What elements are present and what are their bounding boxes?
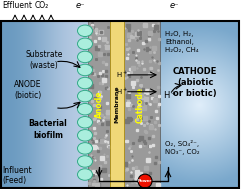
Text: Anode: Anode [94, 91, 103, 118]
Circle shape [138, 174, 152, 188]
Ellipse shape [78, 90, 93, 102]
FancyBboxPatch shape [88, 21, 110, 188]
Text: Cathode: Cathode [135, 87, 145, 123]
Ellipse shape [78, 64, 93, 76]
Text: e⁻: e⁻ [75, 1, 85, 10]
Ellipse shape [78, 38, 93, 50]
Ellipse shape [78, 130, 93, 141]
Text: CATHODE
(abiotic
or biotic): CATHODE (abiotic or biotic) [173, 67, 217, 98]
Text: Effluent: Effluent [2, 1, 32, 10]
FancyBboxPatch shape [110, 21, 124, 188]
Ellipse shape [78, 103, 93, 115]
Text: Membrane: Membrane [114, 86, 120, 123]
Text: Substrate
(waste): Substrate (waste) [25, 50, 63, 70]
Text: e⁻: e⁻ [169, 1, 179, 10]
Text: ANODE
(biotic): ANODE (biotic) [14, 80, 42, 100]
Ellipse shape [78, 143, 93, 154]
Text: Bacterial
biofilm: Bacterial biofilm [29, 119, 67, 139]
Text: Influent
(Feed): Influent (Feed) [2, 166, 32, 185]
Text: H$^+$: H$^+$ [116, 70, 128, 80]
Text: H$^+$: H$^+$ [163, 89, 177, 101]
Text: O₂, SO₄²⁻,
NO₃⁻, CO₂: O₂, SO₄²⁻, NO₃⁻, CO₂ [165, 140, 200, 155]
Ellipse shape [78, 169, 93, 180]
Ellipse shape [78, 25, 93, 36]
FancyBboxPatch shape [1, 21, 88, 188]
Text: Power: Power [138, 179, 152, 183]
Ellipse shape [78, 51, 93, 63]
Ellipse shape [78, 156, 93, 167]
FancyBboxPatch shape [124, 21, 160, 188]
Text: H$^+$: H$^+$ [116, 87, 128, 97]
Ellipse shape [78, 116, 93, 128]
Text: CO₂: CO₂ [35, 1, 49, 10]
Text: H₂O, H₂,
Ethanol,
H₂O₂, CH₄: H₂O, H₂, Ethanol, H₂O₂, CH₄ [165, 31, 199, 53]
Ellipse shape [78, 77, 93, 89]
